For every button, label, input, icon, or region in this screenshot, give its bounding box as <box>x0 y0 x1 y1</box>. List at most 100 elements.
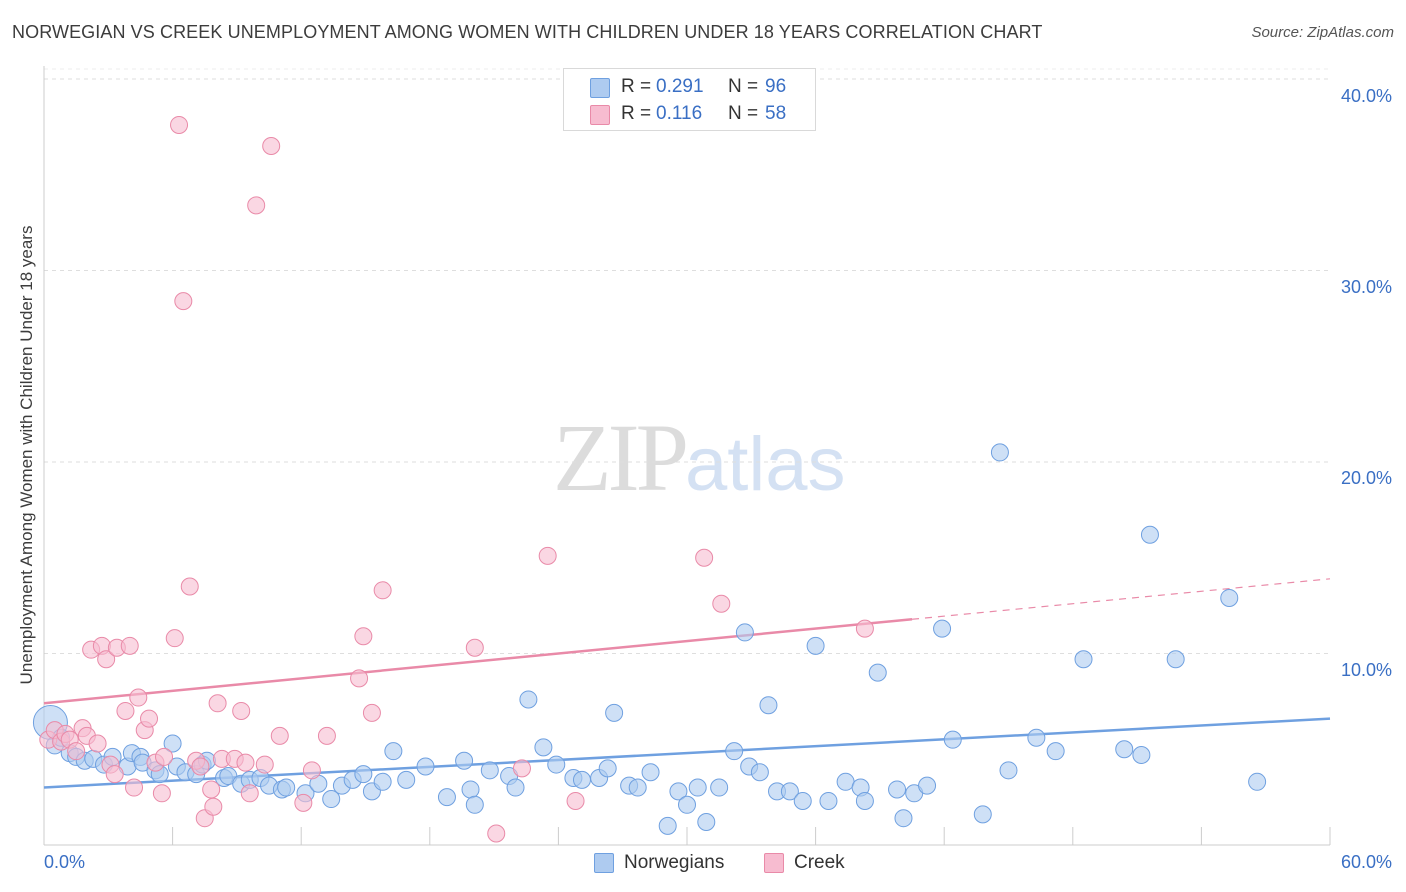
data-points <box>32 115 1267 843</box>
norwegians-point <box>894 809 913 828</box>
creek-legend-swatch <box>764 853 784 873</box>
creek-point <box>152 784 171 803</box>
norwegians-swatch <box>590 78 610 98</box>
norwegians-point <box>999 761 1018 780</box>
y-tick-label-40: 40.0% <box>1340 86 1392 106</box>
norwegians-point <box>506 778 525 797</box>
norwegians-point <box>416 757 435 776</box>
norwegians-point <box>806 636 825 655</box>
creek-point <box>116 701 135 720</box>
n-value: 58 <box>765 103 787 124</box>
norwegians-point <box>455 751 474 770</box>
creek-point <box>155 747 174 766</box>
creek-point <box>165 629 184 648</box>
norwegians-point <box>598 759 617 778</box>
creek-point <box>232 701 251 720</box>
norwegians-point <box>855 791 874 810</box>
x-tick-label-min: 0.0% <box>44 852 86 872</box>
norwegians-point <box>354 765 373 784</box>
y-axis-title: Unemployment Among Women with Children U… <box>17 225 36 685</box>
creek-swatch <box>590 105 610 125</box>
norwegians-point <box>437 788 456 807</box>
creek-point <box>129 688 148 707</box>
norwegians-point <box>1166 650 1185 669</box>
creek-point <box>354 627 373 646</box>
creek-point <box>105 765 124 784</box>
creek-point <box>317 726 336 745</box>
creek-point <box>191 757 210 776</box>
y-tick-label-20: 20.0% <box>1340 468 1392 488</box>
norwegians-point <box>888 780 907 799</box>
norwegians-point <box>725 742 744 761</box>
n-label: N = <box>728 103 759 124</box>
norwegians-point <box>465 795 484 814</box>
watermark: ZIPatlas <box>553 402 846 513</box>
creek-point <box>236 753 255 772</box>
r-value: 0.116 <box>656 103 703 124</box>
watermark-zip: ZIP <box>553 404 689 511</box>
creek-point <box>67 742 86 761</box>
x-tick-label-max: 60.0% <box>1340 852 1392 872</box>
creek-point <box>270 726 289 745</box>
creek-point <box>302 761 321 780</box>
norwegians-point <box>480 761 499 780</box>
creek-point <box>350 669 369 688</box>
creek-trend-extension <box>911 578 1331 620</box>
creek-point <box>255 755 274 774</box>
norwegians-point <box>759 696 778 715</box>
creek-point <box>170 115 189 134</box>
creek-point <box>566 791 585 810</box>
creek-point <box>202 780 221 799</box>
norwegians-point <box>933 619 952 638</box>
watermark-atlas: atlas <box>685 422 846 507</box>
norwegians-point <box>793 791 812 810</box>
norwegians-point <box>1074 650 1093 669</box>
creek-point <box>204 797 223 816</box>
norwegians-point <box>1046 742 1065 761</box>
source-label: Source: ZipAtlas.com <box>1251 24 1394 41</box>
creek-point <box>712 594 731 613</box>
norwegians-point <box>973 805 992 824</box>
creek-point <box>125 778 144 797</box>
norwegians-point <box>163 734 182 753</box>
norwegians-point <box>461 780 480 799</box>
norwegians-legend-swatch <box>594 853 614 873</box>
stats-legend: R = 0.291 N = 96 R = 0.116 N = 58 <box>563 68 816 131</box>
creek-point <box>538 546 557 565</box>
creek-point <box>240 784 259 803</box>
creek-point <box>208 694 227 713</box>
norwegians-point <box>1115 740 1134 759</box>
norwegians-point <box>678 795 696 814</box>
creek-point <box>88 734 107 753</box>
norwegians-point <box>780 782 799 801</box>
norwegians-point <box>918 776 937 795</box>
norwegians-point <box>1027 728 1046 747</box>
gridlines <box>44 68 1330 654</box>
norwegians-point <box>628 778 647 797</box>
norwegians-point <box>1248 772 1267 791</box>
norwegians-point <box>688 778 707 797</box>
norwegians-point <box>373 772 392 791</box>
r-label: R = <box>621 103 652 124</box>
norwegians-point <box>868 663 887 682</box>
norwegians-point <box>735 623 754 642</box>
r-label: R = <box>621 76 652 97</box>
creek-trend-line <box>43 618 913 705</box>
norwegians-point <box>547 755 566 774</box>
r-value: 0.291 <box>656 76 704 97</box>
norwegians-point <box>1220 588 1239 607</box>
norwegians-point <box>669 782 688 801</box>
creek-point <box>465 638 484 657</box>
creek-point <box>294 793 313 812</box>
creek-point <box>487 824 506 843</box>
y-tick-label-30: 30.0% <box>1340 277 1392 297</box>
creek-point <box>855 619 874 638</box>
norwegians-legend-label: Norwegians <box>624 852 725 873</box>
norwegians-point <box>572 770 591 789</box>
n-label: N = <box>728 76 759 97</box>
norwegians-point <box>322 790 341 809</box>
norwegians-point <box>1132 745 1151 764</box>
norwegians-point <box>750 763 769 782</box>
norwegians-point <box>710 778 729 797</box>
